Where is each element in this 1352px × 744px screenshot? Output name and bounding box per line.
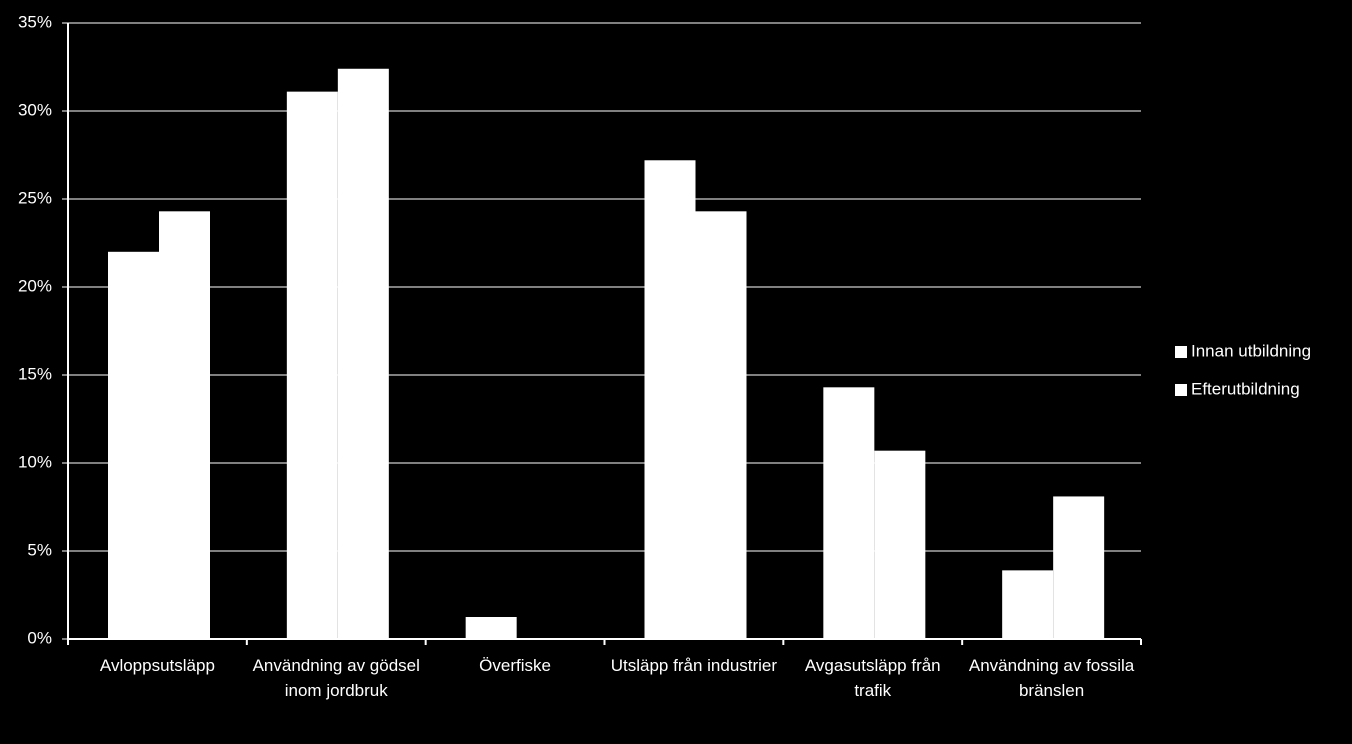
legend-label: Innan utbildning [1191, 341, 1311, 360]
bar [465, 617, 517, 639]
x-tick-label: Utsläpp från industrier [610, 656, 778, 675]
y-tick-label: 0% [27, 628, 52, 647]
legend-swatch [1175, 346, 1187, 358]
bar [823, 387, 875, 639]
bar [337, 68, 389, 639]
y-tick-label: 10% [18, 452, 52, 471]
x-tick-label: Avgasutsläpp från trafik [804, 656, 941, 700]
bar [1053, 496, 1105, 639]
y-tick-label: 25% [18, 188, 52, 207]
legend-swatch [1175, 384, 1187, 396]
bar [108, 251, 159, 640]
y-tick-label: 35% [18, 12, 52, 31]
bar [644, 160, 696, 639]
legend-label: Efterutbildning [1191, 379, 1300, 398]
y-tick-label: 20% [18, 276, 52, 295]
x-tick-label: Avloppsutsläpp [99, 656, 215, 675]
x-tick-label: Användning av fossila bränslen [968, 656, 1135, 700]
bar [695, 211, 747, 639]
bar [286, 91, 338, 639]
y-tick-label: 30% [18, 100, 52, 119]
x-tick-label: Användning av gödsel inom jordbruk [252, 656, 420, 700]
y-tick-label: 5% [27, 540, 52, 559]
x-tick-label: Överfiske [479, 656, 551, 675]
bar [159, 211, 210, 639]
y-tick-label: 15% [18, 364, 52, 383]
bar [1002, 570, 1054, 639]
bar [874, 450, 926, 639]
